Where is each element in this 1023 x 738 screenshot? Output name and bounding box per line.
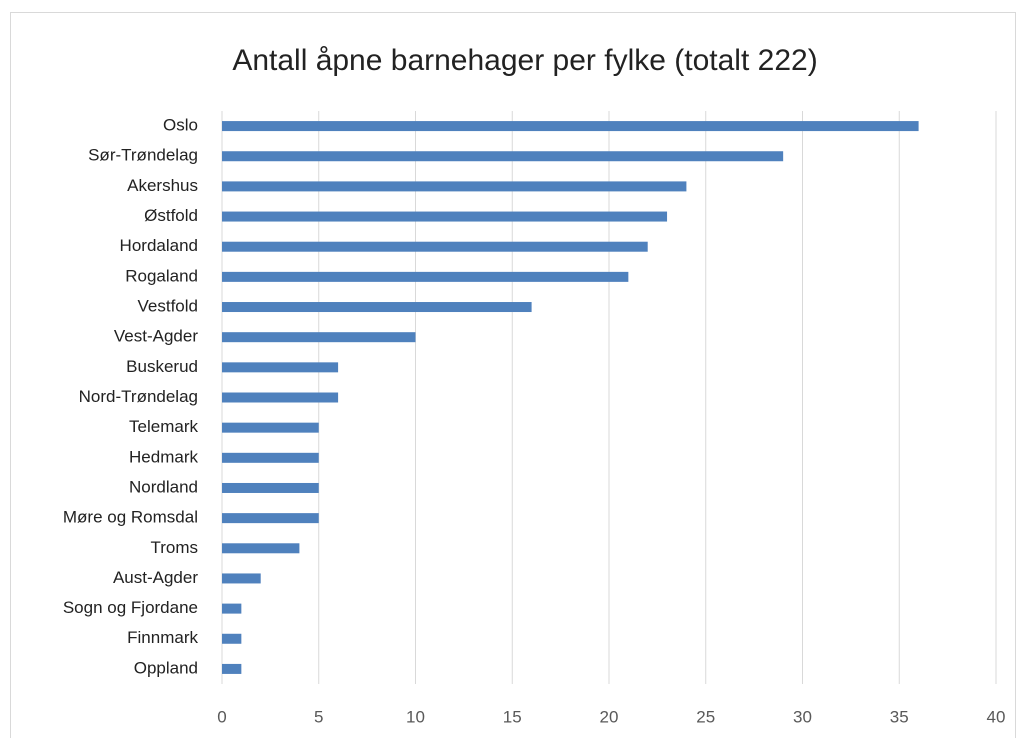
bar xyxy=(222,181,687,192)
x-tick-label: 40 xyxy=(987,707,1006,726)
y-tick-label: Oslo xyxy=(163,116,198,135)
y-tick-label: Hordaland xyxy=(120,236,198,255)
y-tick-label: Nord-Trøndelag xyxy=(79,387,198,406)
y-tick-label: Møre og Romsdal xyxy=(63,508,198,527)
bar xyxy=(222,482,319,493)
y-tick-label: Finnmark xyxy=(127,628,198,647)
bar xyxy=(222,332,416,343)
chart-title: Antall åpne barnehager per fylke (totalt… xyxy=(232,44,817,77)
y-tick-label: Akershus xyxy=(127,176,198,195)
x-tick-label: 5 xyxy=(314,707,323,726)
chart-border xyxy=(10,12,1016,738)
x-tick-label: 0 xyxy=(217,707,226,726)
y-tick-label: Rogaland xyxy=(125,266,198,285)
y-tick-label: Aust-Agder xyxy=(113,568,198,587)
bar xyxy=(222,603,242,614)
bar xyxy=(222,271,629,282)
bar xyxy=(222,151,784,162)
x-tick-label: 30 xyxy=(793,707,812,726)
y-tick-label: Oppland xyxy=(134,658,198,677)
bar xyxy=(222,211,668,222)
y-tick-label: Troms xyxy=(150,538,198,557)
y-tick-label: Buskerud xyxy=(126,357,198,376)
y-tick-label: Sogn og Fjordane xyxy=(63,598,198,617)
bar xyxy=(222,302,532,313)
bar xyxy=(222,513,319,524)
bar xyxy=(222,121,919,132)
x-tick-label: 35 xyxy=(890,707,909,726)
bar xyxy=(222,392,339,403)
x-tick-label: 25 xyxy=(696,707,715,726)
y-tick-label: Hedmark xyxy=(129,447,198,466)
bar xyxy=(222,241,648,252)
x-tick-label: 15 xyxy=(503,707,522,726)
y-tick-label: Nordland xyxy=(129,477,198,496)
bar xyxy=(222,573,261,584)
bar xyxy=(222,633,242,644)
y-tick-label: Telemark xyxy=(129,417,198,436)
y-tick-label: Østfold xyxy=(144,206,198,225)
bar xyxy=(222,452,319,463)
y-tick-label: Vest-Agder xyxy=(114,327,198,346)
bar xyxy=(222,362,339,373)
bar xyxy=(222,543,300,554)
x-tick-label: 10 xyxy=(406,707,425,726)
y-tick-label: Sør-Trøndelag xyxy=(88,146,198,165)
y-tick-label: Vestfold xyxy=(138,297,199,316)
bar xyxy=(222,663,242,674)
bar xyxy=(222,422,319,433)
x-tick-label: 20 xyxy=(600,707,619,726)
